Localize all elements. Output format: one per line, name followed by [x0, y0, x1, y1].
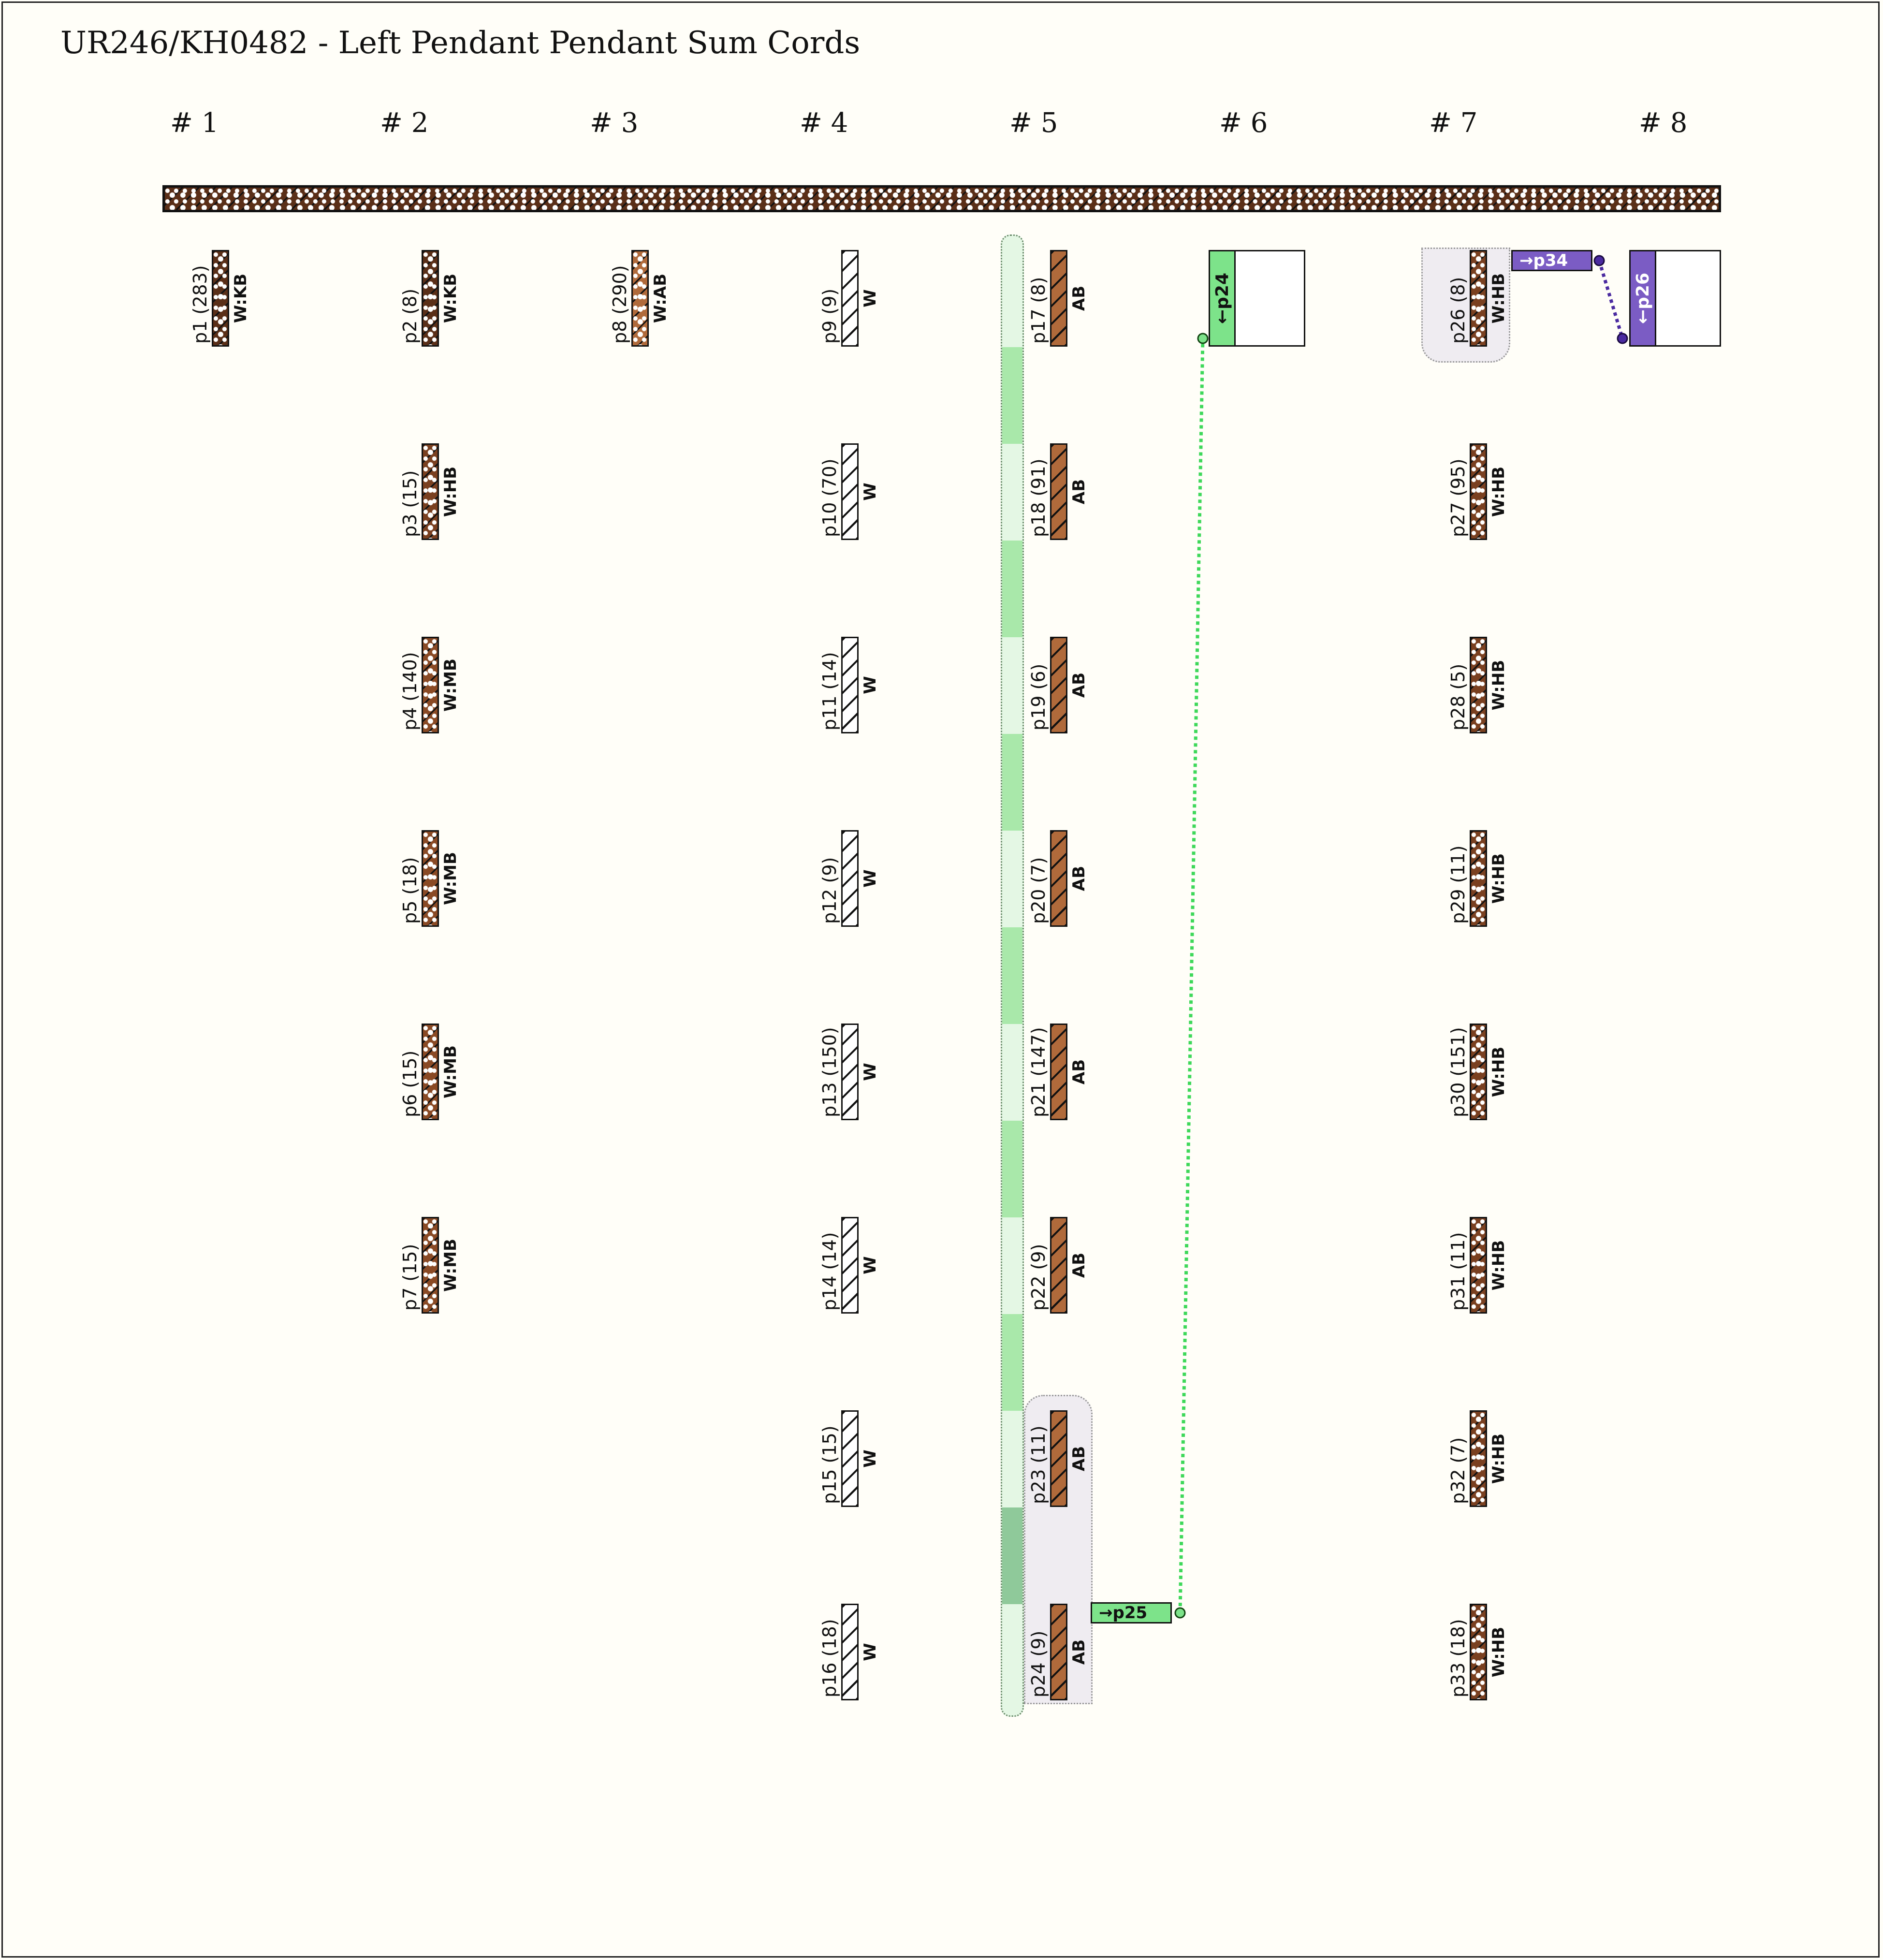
- cord-swatch-p27: [1470, 443, 1487, 540]
- cord-swatch-p2: [422, 250, 439, 347]
- sum-cord-box-p25: ←p24: [1209, 250, 1305, 347]
- page-title: UR246/KH0482 - Left Pendant Pendant Sum …: [60, 25, 861, 61]
- cord-swatch-p20: [1050, 830, 1067, 927]
- cord-swatch-p31: [1470, 1217, 1487, 1314]
- cord-swatch-p22: [1050, 1217, 1067, 1314]
- cord-swatch-p13: [841, 1024, 859, 1120]
- sum-cord-box-p34: ←p26: [1629, 250, 1721, 347]
- link-p26-p34: [1597, 260, 1624, 339]
- cord-swatch-p10: [841, 443, 859, 540]
- group-label-1: # 1: [170, 107, 219, 139]
- cord-swatch-p1: [212, 250, 229, 347]
- sum-tag-to-p25: →p25: [1091, 1602, 1172, 1624]
- link-end-p24: [1174, 1607, 1186, 1619]
- cord-swatch-p12: [841, 830, 859, 927]
- group-label-2: # 2: [380, 107, 429, 139]
- link-end-p26: [1593, 255, 1605, 266]
- cord-swatch-p8: [631, 250, 649, 347]
- group-label-6: # 6: [1219, 107, 1268, 139]
- cord-swatch-p17: [1050, 250, 1067, 347]
- cord-swatch-p33: [1470, 1604, 1487, 1700]
- cord-swatch-p15: [841, 1410, 859, 1507]
- group-label-7: # 7: [1429, 107, 1478, 139]
- cord-swatch-p24: [1050, 1604, 1067, 1700]
- group-label-3: # 3: [590, 107, 639, 139]
- cord-swatch-p29: [1470, 830, 1487, 927]
- cord-swatch-p16: [841, 1604, 859, 1700]
- cord-swatch-p6: [422, 1024, 439, 1120]
- cord-swatch-p26: [1470, 250, 1487, 347]
- cord-swatch-p5: [422, 830, 439, 927]
- cord-swatch-p14: [841, 1217, 859, 1314]
- primary-cord: [162, 185, 1721, 212]
- group-label-4: # 4: [800, 107, 848, 139]
- link-p24-p25: [1178, 338, 1205, 1613]
- cord-swatch-p28: [1470, 637, 1487, 733]
- sum-group-band: [1001, 234, 1024, 1717]
- link-end-p34: [1617, 333, 1628, 344]
- cord-swatch-p11: [841, 637, 859, 733]
- cord-swatch-p23: [1050, 1410, 1067, 1507]
- cord-swatch-p18: [1050, 443, 1067, 540]
- link-end-p25: [1197, 333, 1209, 344]
- sum-tag-to-p34: →p34: [1511, 250, 1592, 271]
- cord-swatch-p32: [1470, 1410, 1487, 1507]
- cord-swatch-p21: [1050, 1024, 1067, 1120]
- cord-swatch-p9: [841, 250, 859, 347]
- cord-swatch-p19: [1050, 637, 1067, 733]
- cord-swatch-p30: [1470, 1024, 1487, 1120]
- cord-swatch-p7: [422, 1217, 439, 1314]
- cord-swatch-p3: [422, 443, 439, 540]
- group-label-8: # 8: [1639, 107, 1688, 139]
- pendant-group-box-p26: [1421, 248, 1510, 363]
- group-label-5: # 5: [1009, 107, 1058, 139]
- cord-swatch-p4: [422, 637, 439, 733]
